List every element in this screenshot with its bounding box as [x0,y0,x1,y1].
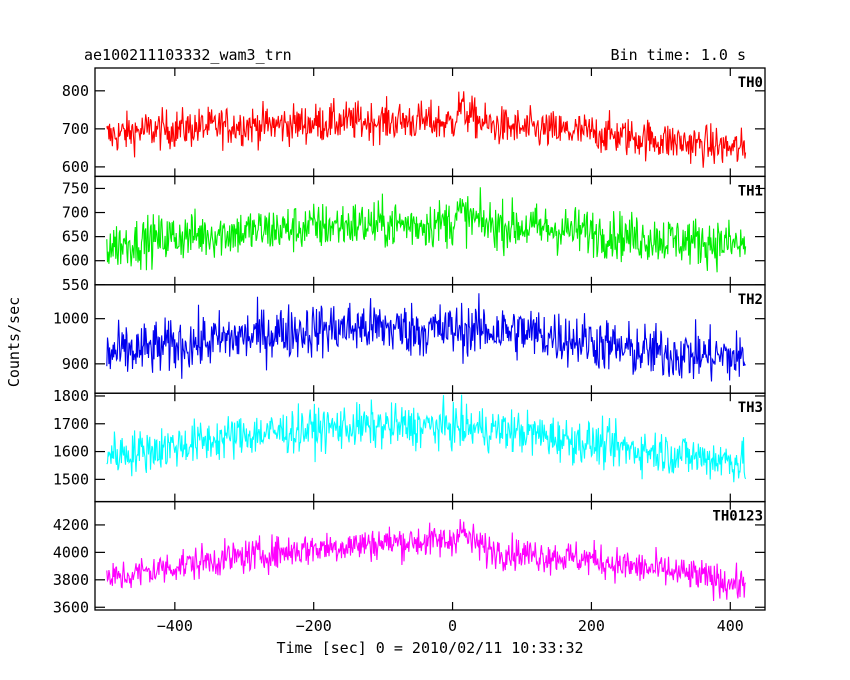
x-tick-label: 0 [448,617,457,635]
y-tick-label: 700 [62,120,89,138]
x-tick-label: −200 [296,617,332,635]
y-tick-label: 600 [62,252,89,270]
y-tick-label: 600 [62,158,89,176]
series-line-th1 [106,187,747,273]
panel-label-th2: TH2 [738,292,763,308]
y-tick-label: 800 [62,82,89,100]
y-tick-label: 3800 [53,571,89,589]
x-tick-label: 200 [578,617,605,635]
panel-frame-th0123 [94,500,766,611]
x-tick-label: −400 [157,617,193,635]
chart-title: ae100211103332_wam3_trn [84,46,292,64]
x-tick-label: 400 [717,617,744,635]
y-tick-label: 650 [62,228,89,246]
y-tick-label: 1700 [53,415,89,433]
y-tick-label: 550 [62,276,89,294]
series-line-th2 [106,293,746,382]
y-tick-label: 1800 [53,387,89,405]
y-tick-label: 4000 [53,543,89,561]
panel-label-th3: TH3 [738,400,763,416]
series-line-th3 [106,394,747,483]
series-line-th0123 [106,519,747,602]
y-tick-label: 1500 [53,470,89,488]
y-tick-label: 4200 [53,516,89,534]
series-line-th0 [106,91,747,168]
y-tick-label: 900 [62,355,89,373]
panel-label-th1: TH1 [738,183,763,199]
y-tick-label: 1600 [53,443,89,461]
y-tick-label: 3600 [53,598,89,616]
y-axis-label: Counts/sec [5,296,23,388]
y-tick-label: 700 [62,204,89,222]
y-tick-label: 1000 [53,310,89,328]
panel-label-th0123: TH0123 [712,509,763,525]
y-tick-label: 750 [62,179,89,197]
panel-label-th0: TH0 [738,75,763,91]
bin-time-label: Bin time: 1.0 s [610,46,746,64]
x-axis-label: Time [sec] 0 = 2010/02/11 10:33:32 [276,639,584,657]
